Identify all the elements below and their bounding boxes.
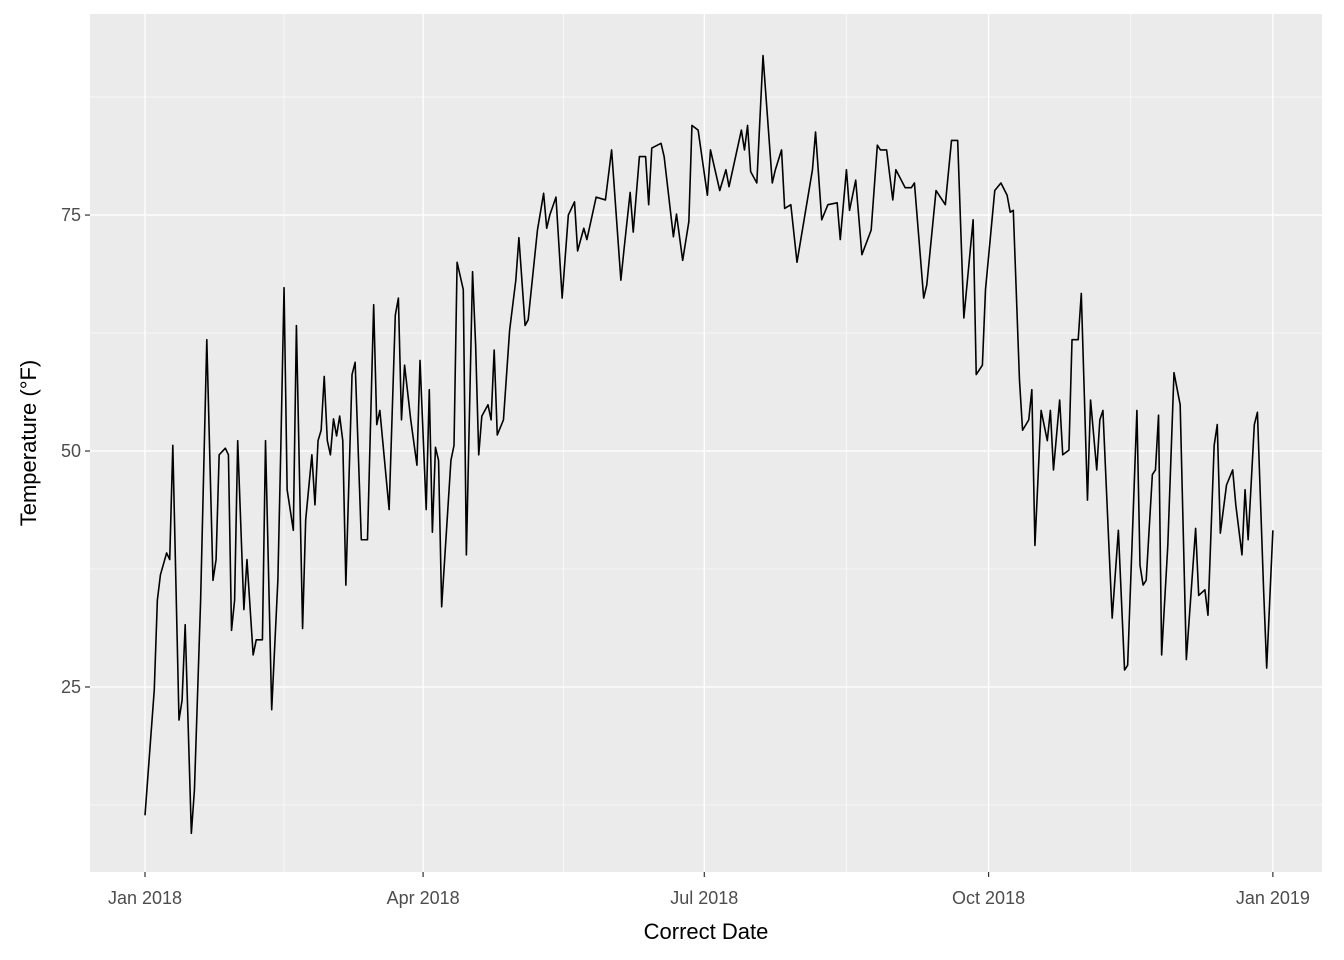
- x-tick-label: Apr 2018: [387, 888, 460, 908]
- y-axis-title: Temperature (°F): [16, 360, 41, 527]
- y-tick-label: 50: [61, 441, 81, 461]
- x-axis-title: Correct Date: [644, 919, 769, 944]
- y-tick-label: 75: [61, 205, 81, 225]
- x-tick-label: Jan 2019: [1236, 888, 1310, 908]
- marks: [144, 54, 1274, 835]
- line: [144, 54, 1274, 835]
- x-tick-label: Jan 2018: [108, 888, 182, 908]
- y-tick-label: 25: [61, 677, 81, 697]
- x-tick-label: Oct 2018: [952, 888, 1025, 908]
- x-tick-label: Jul 2018: [670, 888, 738, 908]
